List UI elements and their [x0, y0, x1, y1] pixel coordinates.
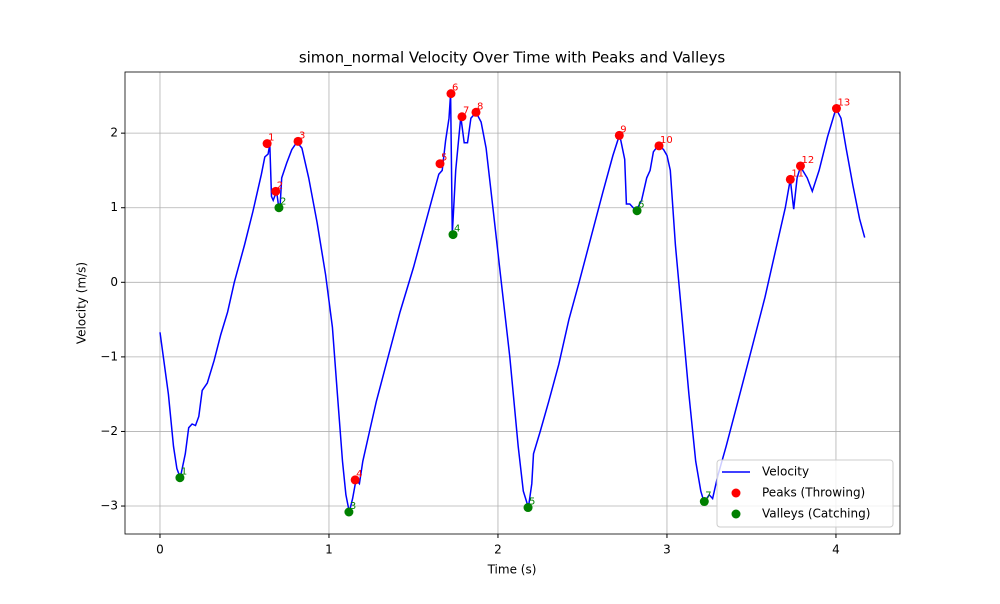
y-tick-label: 1	[110, 200, 118, 214]
point-label: 12	[801, 155, 814, 166]
x-tick-label: 0	[156, 543, 164, 557]
y-tick-label: −2	[100, 424, 118, 438]
point	[344, 507, 354, 517]
plot-frame	[124, 71, 901, 535]
point	[471, 107, 481, 117]
point-label: 3	[350, 501, 356, 512]
point	[274, 203, 284, 213]
point-label: 7	[463, 106, 469, 117]
point	[795, 161, 805, 171]
point-label: 10	[660, 135, 673, 146]
point	[632, 206, 642, 216]
x-tick-label: 2	[494, 543, 502, 557]
point	[262, 139, 272, 149]
point-label: 5	[441, 153, 447, 164]
legend-swatch	[731, 488, 741, 498]
y-tick-label: −1	[100, 349, 118, 363]
legend-box	[716, 459, 894, 528]
point-label: 1	[268, 133, 274, 144]
x-tick-label: 3	[663, 543, 671, 557]
point	[654, 141, 664, 151]
legend-label: Velocity	[762, 465, 809, 479]
point-label: 3	[299, 130, 305, 141]
point	[523, 503, 533, 513]
point	[271, 186, 281, 196]
point	[448, 230, 458, 240]
legend-swatch	[731, 509, 741, 519]
point	[457, 112, 467, 122]
x-tick-label: 1	[325, 543, 333, 557]
point	[350, 475, 360, 485]
point-label: 6	[452, 83, 458, 94]
point-label: 13	[837, 98, 850, 109]
point-label: 6	[638, 200, 644, 211]
y-tick-label: −3	[100, 499, 118, 513]
point-label: 1	[181, 467, 187, 478]
point-label: 11	[791, 168, 804, 179]
x-tick-label: 4	[832, 543, 840, 557]
point-label: 2	[277, 180, 283, 191]
legend-label: Peaks (Throwing)	[762, 486, 865, 500]
point	[699, 497, 709, 507]
x-axis-label: Time (s)	[487, 563, 537, 577]
point-label: 9	[620, 124, 626, 135]
point	[293, 136, 303, 146]
y-axis-label: Velocity (m/s)	[75, 262, 89, 344]
point-label: 7	[705, 491, 711, 502]
point-label: 4	[356, 469, 362, 480]
point	[614, 130, 624, 140]
point	[175, 473, 185, 483]
chart-title: simon_normal Velocity Over Time with Pea…	[299, 49, 726, 68]
legend-label: Valleys (Catching)	[762, 507, 870, 521]
y-tick-label: 2	[110, 126, 118, 140]
point-label: 4	[454, 224, 460, 235]
point-label: 5	[529, 497, 535, 508]
point	[785, 174, 795, 184]
point	[435, 159, 445, 169]
point-label: 8	[477, 101, 483, 112]
point	[446, 89, 456, 99]
y-tick-label: 0	[110, 275, 118, 289]
point-label: 2	[280, 197, 286, 208]
point	[831, 104, 841, 114]
